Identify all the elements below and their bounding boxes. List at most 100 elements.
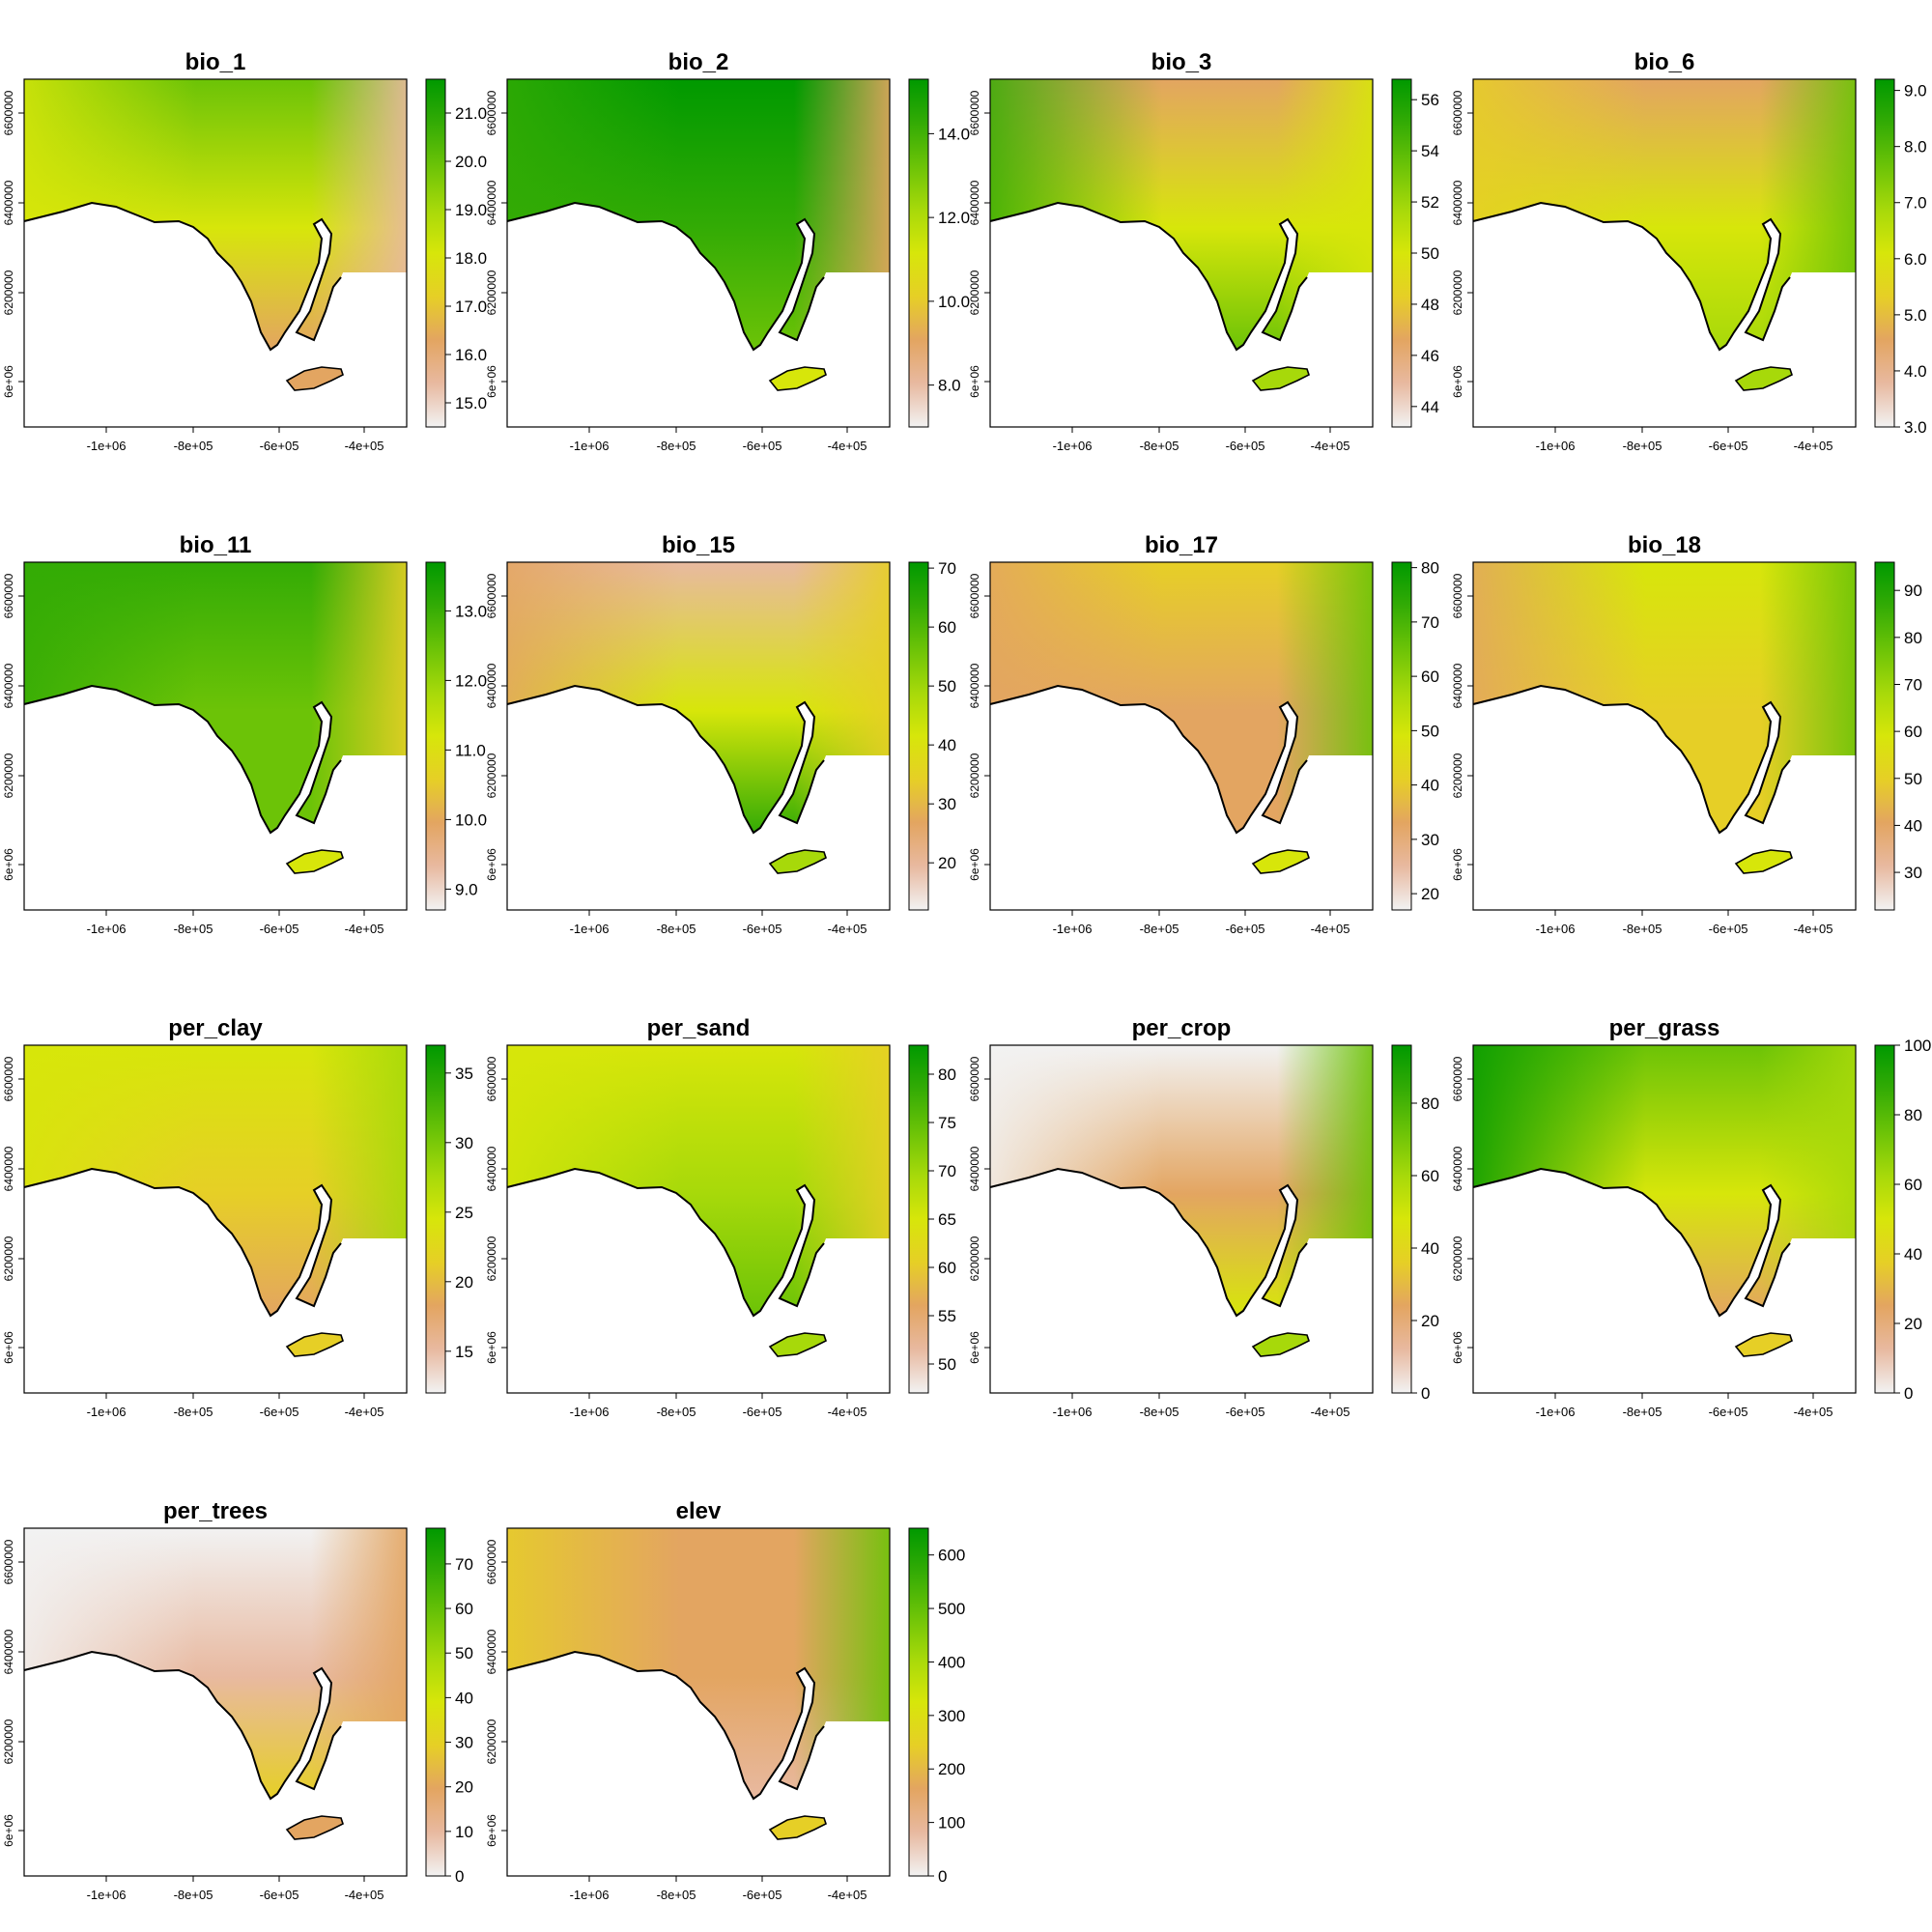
- legend-label: 60: [1904, 723, 1922, 741]
- coastline: [989, 201, 1308, 352]
- coastline: [1472, 1167, 1791, 1318]
- coastline: [506, 201, 825, 352]
- legend-label: 90: [1904, 582, 1922, 600]
- map-frame: [989, 561, 1374, 911]
- y-tick-label: 6400000: [485, 1146, 498, 1191]
- legend-label: 80: [1904, 629, 1922, 647]
- map-frame: [23, 561, 408, 911]
- legend-label: 60: [938, 1259, 956, 1277]
- y-tick-label: 6400000: [968, 180, 981, 225]
- x-tick-label: -8e+05: [657, 1405, 696, 1419]
- x-tick-label: -1e+06: [87, 439, 127, 453]
- y-tick-label: 6200000: [485, 753, 498, 798]
- legend-colorbar: [1874, 561, 1895, 911]
- legend-label: 35: [455, 1065, 473, 1083]
- y-tick-label: 6400000: [1451, 663, 1464, 708]
- x-tick-label: -4e+05: [1311, 922, 1350, 936]
- legend-label: 50: [938, 677, 956, 696]
- map-frame: [506, 1527, 891, 1877]
- x-tick-label: -1e+06: [1536, 922, 1576, 936]
- x-tick-label: -1e+06: [1053, 439, 1093, 453]
- legend-label: 400: [938, 1653, 965, 1671]
- x-tick-label: -1e+06: [570, 922, 610, 936]
- y-tick-label: 6200000: [485, 1719, 498, 1764]
- y-tick-label: 6400000: [2, 180, 15, 225]
- y-tick-label: 6e+06: [485, 1814, 498, 1847]
- legend-label: 25: [455, 1204, 473, 1222]
- y-tick-label: 6200000: [1451, 270, 1464, 315]
- legend-label: 54: [1421, 142, 1439, 160]
- legend-label: 15: [455, 1343, 473, 1361]
- x-tick-label: -1e+06: [1053, 922, 1093, 936]
- coastline: [989, 1167, 1308, 1318]
- y-tick-label: 6600000: [485, 90, 498, 135]
- panel-title: bio_15: [662, 532, 735, 558]
- x-tick-label: -8e+05: [657, 922, 696, 936]
- legend-label: 20: [938, 854, 956, 872]
- y-tick-label: 6600000: [485, 1056, 498, 1101]
- y-tick-label: 6e+06: [485, 848, 498, 881]
- coastline: [506, 1167, 825, 1318]
- y-tick-label: 6400000: [968, 1146, 981, 1191]
- y-tick-label: 6600000: [1451, 90, 1464, 135]
- y-tick-label: 6200000: [485, 1236, 498, 1281]
- legend-label: 30: [1421, 831, 1439, 849]
- island-coastline: [285, 849, 344, 874]
- legend-label: 50: [938, 1355, 956, 1374]
- x-tick-label: -6e+05: [260, 439, 299, 453]
- y-tick-label: 6200000: [968, 1236, 981, 1281]
- legend-colorbar: [425, 1044, 446, 1394]
- x-tick-label: -6e+05: [1226, 1405, 1265, 1419]
- legend-label: 500: [938, 1600, 965, 1618]
- x-tick-label: -8e+05: [657, 439, 696, 453]
- y-tick-label: 6200000: [1451, 753, 1464, 798]
- legend-label: 48: [1421, 296, 1439, 314]
- legend-label: 46: [1421, 347, 1439, 365]
- y-tick-label: 6600000: [1451, 573, 1464, 618]
- legend-colorbar: [908, 561, 929, 911]
- coastline: [23, 201, 342, 352]
- panel-title: bio_2: [668, 49, 729, 75]
- panel-title: bio_1: [185, 49, 246, 75]
- island-coastline: [768, 1332, 827, 1357]
- x-tick-label: -1e+06: [87, 1405, 127, 1419]
- y-tick-label: 6400000: [1451, 180, 1464, 225]
- panel-title: per_grass: [1609, 1015, 1720, 1041]
- y-tick-label: 6200000: [968, 270, 981, 315]
- x-tick-label: -1e+06: [570, 1405, 610, 1419]
- y-tick-label: 6400000: [2, 663, 15, 708]
- island-coastline: [1734, 366, 1793, 391]
- x-tick-label: -6e+05: [1709, 439, 1748, 453]
- legend-label: 50: [1904, 770, 1922, 788]
- x-tick-label: -4e+05: [828, 439, 867, 453]
- legend-label: 3.0: [1904, 418, 1927, 437]
- y-tick-label: 6e+06: [1451, 1331, 1464, 1364]
- legend-label: 80: [1904, 1106, 1922, 1124]
- legend-label: 70: [1904, 675, 1922, 694]
- legend-label: 40: [938, 736, 956, 754]
- legend-label: 30: [938, 795, 956, 813]
- x-tick-label: -8e+05: [1140, 922, 1179, 936]
- x-tick-label: -4e+05: [345, 922, 384, 936]
- x-tick-label: -8e+05: [1623, 922, 1662, 936]
- x-tick-label: -6e+05: [260, 922, 299, 936]
- legend-colorbar: [1874, 78, 1895, 428]
- legend-colorbar: [908, 1527, 929, 1877]
- legend-label: 70: [938, 559, 956, 578]
- x-tick-label: -8e+05: [1140, 439, 1179, 453]
- legend-label: 50: [1421, 244, 1439, 263]
- x-tick-label: -8e+05: [174, 922, 213, 936]
- legend-label: 30: [1904, 864, 1922, 882]
- x-tick-label: -1e+06: [1536, 439, 1576, 453]
- x-tick-label: -4e+05: [1311, 1405, 1350, 1419]
- y-tick-label: 6600000: [968, 573, 981, 618]
- legend-label: 0: [938, 1867, 947, 1886]
- legend-label: 60: [1421, 1167, 1439, 1185]
- legend-label: 55: [938, 1307, 956, 1325]
- legend-label: 50: [455, 1644, 473, 1662]
- y-tick-label: 6400000: [2, 1629, 15, 1674]
- legend-label: 60: [1421, 668, 1439, 686]
- legend-label: 20: [1421, 885, 1439, 903]
- island-coastline: [768, 1815, 827, 1840]
